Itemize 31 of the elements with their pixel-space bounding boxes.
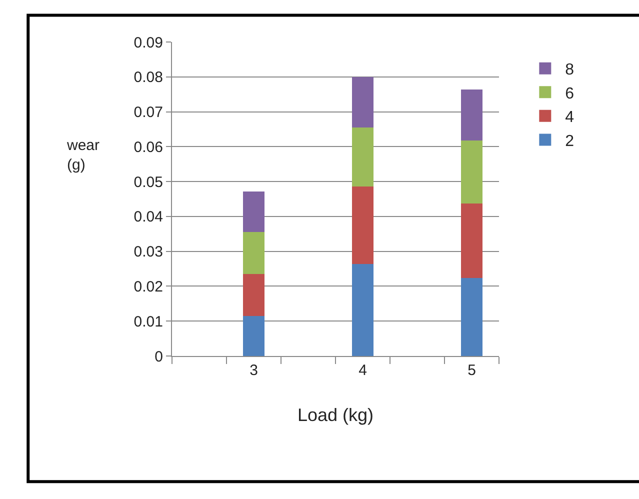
y-tick-label: 0.09 [134, 34, 163, 52]
legend-label: 2 [565, 132, 574, 150]
y-tick-label: 0.02 [134, 278, 163, 296]
bar [460, 278, 483, 356]
y-tick-label: 0 [154, 348, 163, 366]
y-axis-title: wear (g) [66, 137, 100, 174]
y-tick-label: 0.01 [134, 313, 163, 330]
y-tick-label: 0.06 [134, 138, 163, 156]
y-tick-label: 0.05 [134, 174, 163, 191]
y-tick-label: 0.04 [134, 208, 163, 226]
y-tick-label: 0.08 [134, 69, 163, 86]
bar [242, 232, 265, 274]
bar [352, 264, 374, 356]
x-axis-title: Load (kg) [297, 405, 374, 426]
bar [242, 274, 265, 316]
legend-label: 8 [565, 62, 574, 79]
bar [242, 316, 265, 356]
bar [352, 186, 374, 264]
bar [352, 76, 374, 128]
x-tick-label: 4 [358, 362, 367, 379]
legend-label: 4 [565, 109, 574, 126]
bar [352, 127, 374, 186]
legend-label: 6 [565, 85, 574, 102]
y-tick-label: 0.07 [134, 104, 163, 122]
x-tick-label: 3 [250, 362, 258, 379]
x-tick-label: 5 [468, 362, 476, 379]
y-tick-label: 0.03 [134, 244, 163, 261]
bar [460, 89, 483, 140]
bar [460, 204, 483, 278]
bar [460, 140, 483, 204]
bar [242, 191, 265, 232]
